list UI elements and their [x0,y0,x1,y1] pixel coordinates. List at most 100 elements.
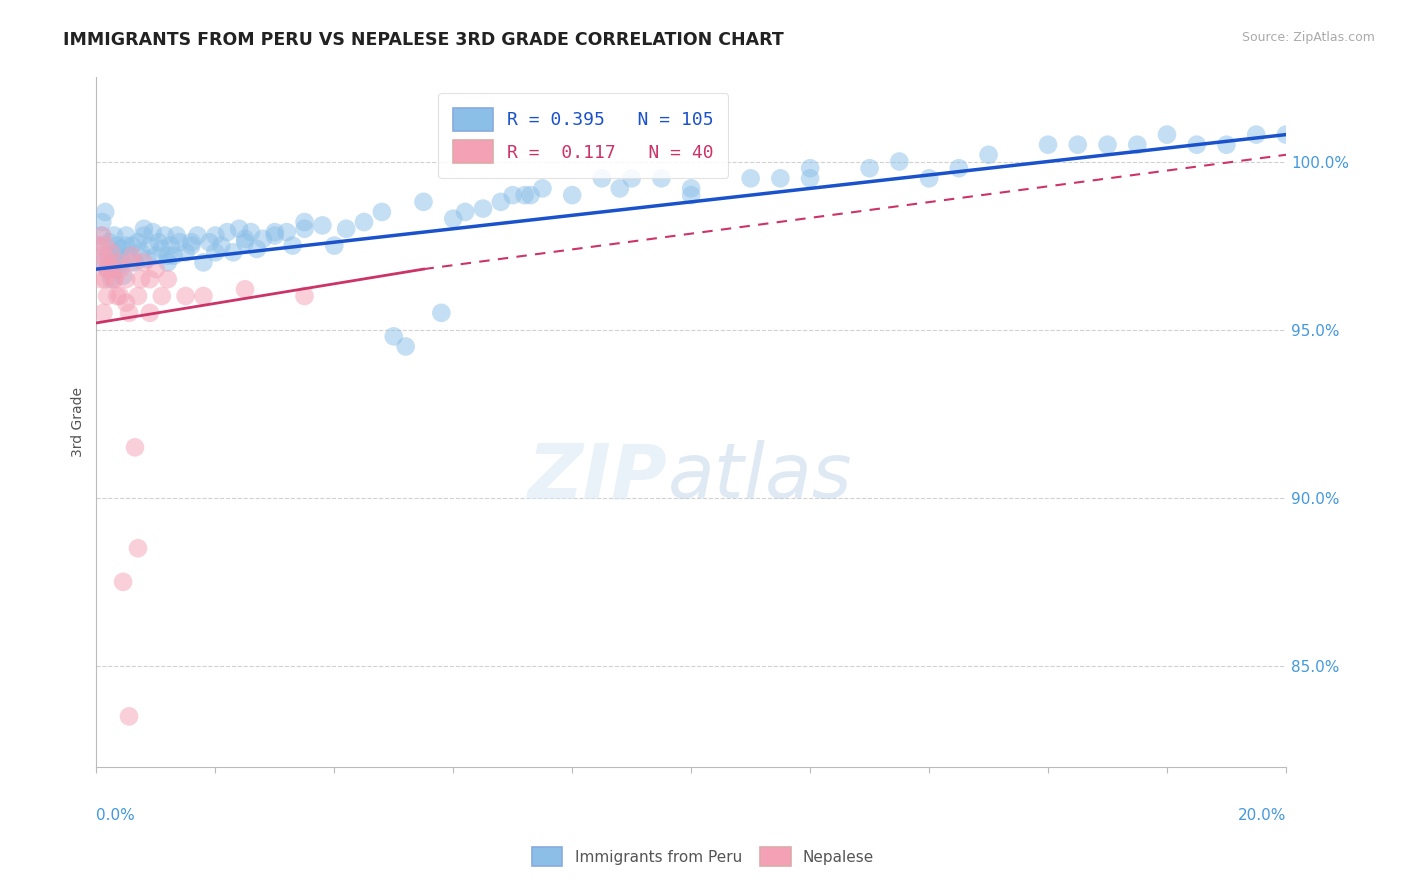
Point [105,255,128,269]
Point [89,238,111,252]
Point [105,289,128,303]
Point [1156,128,1178,142]
Legend: R = 0.395   N = 105, R =  0.117   N = 40: R = 0.395 N = 105, R = 0.117 N = 40 [439,94,728,178]
Point [233,235,256,250]
Point [139,306,162,320]
Point [100,262,122,277]
Point [118,306,141,320]
Point [209,238,232,252]
Point [454,205,477,219]
Point [382,329,405,343]
Point [91,215,114,229]
Point [142,225,165,239]
Point [281,238,304,252]
Point [93,306,115,320]
Point [132,221,155,235]
Point [139,272,162,286]
Point [112,574,135,589]
Point [561,188,583,202]
Point [263,228,285,243]
Point [1275,128,1298,142]
Point [94,205,117,219]
Point [166,228,188,243]
Point [91,228,114,243]
Point [156,255,179,269]
Point [1067,137,1090,152]
Point [519,188,541,202]
Point [502,188,524,202]
Point [127,541,149,556]
Point [96,262,118,277]
Point [513,188,536,202]
Point [108,289,131,303]
Point [918,171,941,186]
Point [174,289,197,303]
Point [1244,128,1267,142]
Point [193,255,215,269]
Point [650,171,672,186]
Point [104,245,127,260]
Point [1036,137,1059,152]
Point [1126,137,1149,152]
Point [132,255,155,269]
Point [263,225,285,239]
Point [121,249,143,263]
Point [139,238,162,252]
Point [489,194,512,209]
Point [204,245,226,260]
Point [94,272,117,286]
Point [769,171,792,186]
Point [180,235,202,250]
Point [103,262,125,277]
Point [108,262,131,277]
Point [103,228,125,243]
Point [105,238,128,252]
Point [1215,137,1237,152]
Point [233,282,256,296]
Point [740,171,762,186]
Point [180,238,202,252]
Legend: Immigrants from Peru, Nepalese: Immigrants from Peru, Nepalese [524,839,882,873]
Point [115,228,138,243]
Point [799,171,821,186]
Point [97,255,120,269]
Point [156,272,179,286]
Point [90,228,112,243]
Point [294,215,316,229]
Point [276,225,298,239]
Point [100,272,122,286]
Point [799,161,821,176]
Text: IMMIGRANTS FROM PERU VS NEPALESE 3RD GRADE CORRELATION CHART: IMMIGRANTS FROM PERU VS NEPALESE 3RD GRA… [63,31,785,49]
Point [294,289,316,303]
Point [858,161,880,176]
Point [118,249,141,263]
Point [135,252,157,266]
Point [948,161,970,176]
Point [591,171,613,186]
Point [193,289,215,303]
Text: 0.0%: 0.0% [97,808,135,823]
Point [100,245,122,260]
Point [246,242,269,256]
Point [90,255,112,269]
Point [132,228,155,243]
Text: 20.0%: 20.0% [1237,808,1286,823]
Point [115,295,138,310]
Point [96,262,118,277]
Point [186,228,208,243]
Text: atlas: atlas [668,441,852,515]
Point [121,255,143,269]
Point [103,272,125,286]
Point [93,255,115,269]
Point [115,272,138,286]
Point [103,272,125,286]
Point [118,709,141,723]
Point [371,205,394,219]
Point [115,238,138,252]
Point [112,268,135,283]
Text: Source: ZipAtlas.com: Source: ZipAtlas.com [1241,31,1375,45]
Point [395,339,418,353]
Point [150,289,173,303]
Point [148,235,170,250]
Point [430,306,453,320]
